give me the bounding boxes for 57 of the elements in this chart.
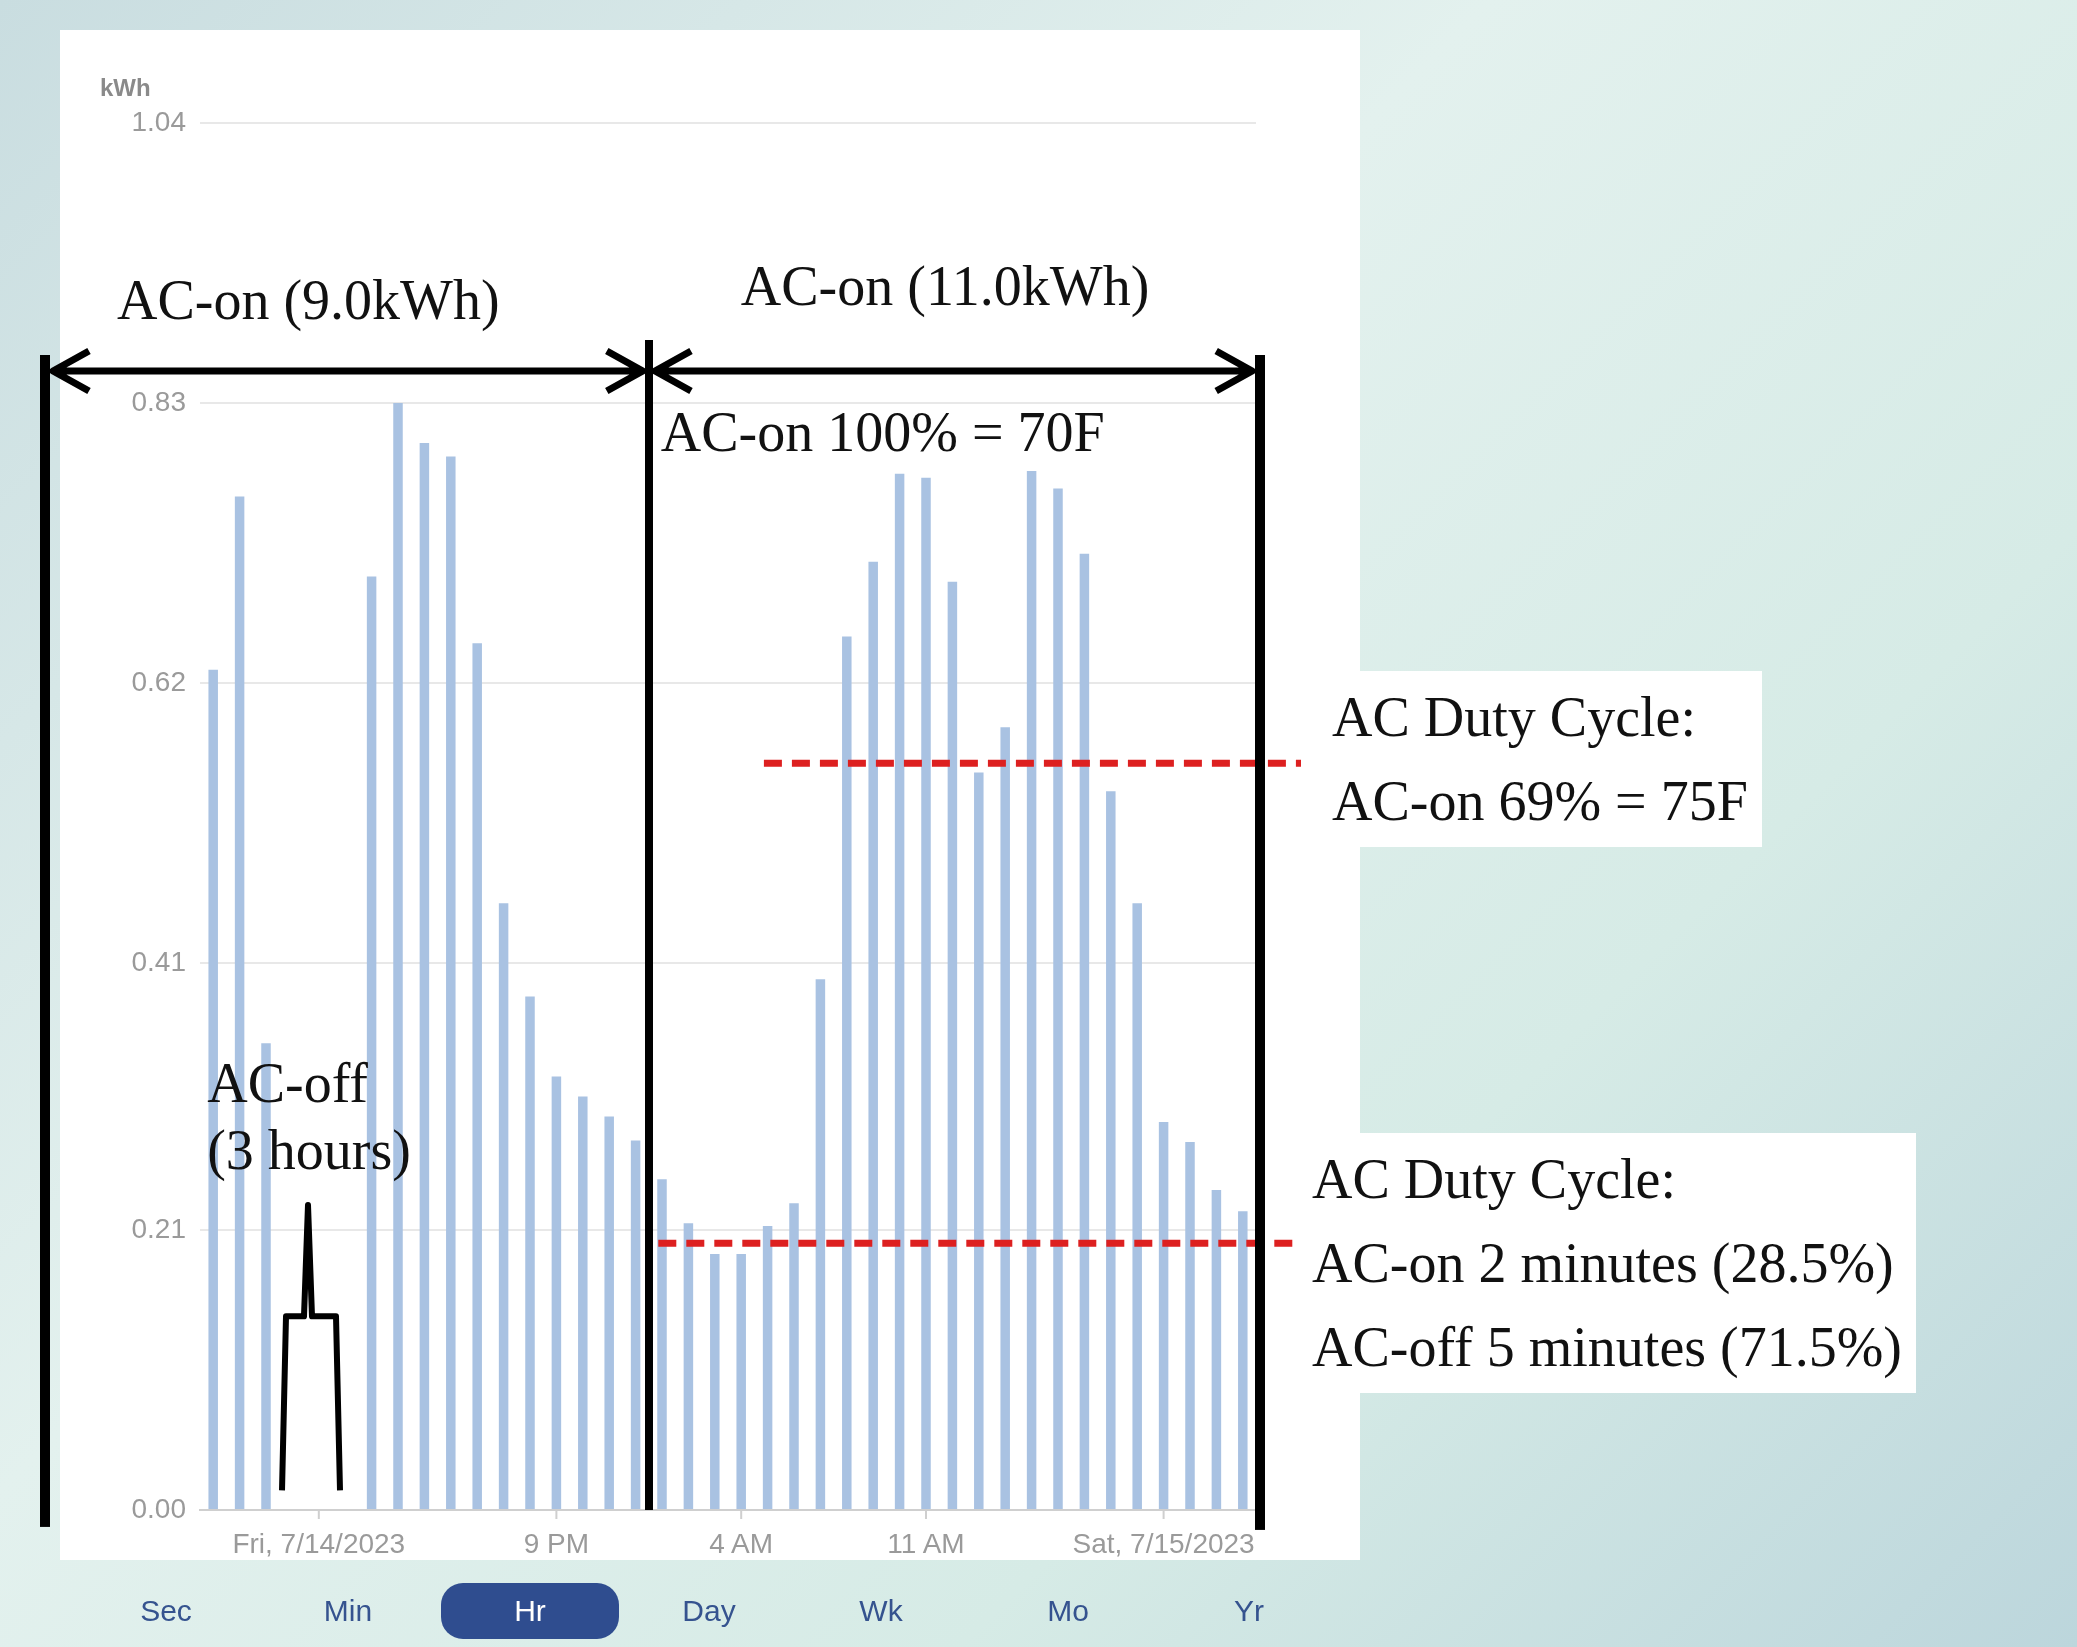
bar: [974, 772, 984, 1509]
annotation: AC-on (11.0kWh): [740, 254, 1150, 320]
y-tick-label: 0.00: [131, 1492, 186, 1524]
bar: [1185, 1141, 1195, 1509]
text: AC Duty Cycle: AC-on 69% = 75F: [1318, 671, 1762, 848]
bar: [1106, 791, 1116, 1509]
y-tick-label: 0.62: [131, 665, 186, 697]
y-tick-label: 0.21: [131, 1212, 186, 1244]
bar: [1026, 471, 1037, 1509]
bar: [789, 1203, 799, 1509]
x-tick-label: 4 AM: [709, 1527, 774, 1559]
bar: [947, 581, 958, 1509]
text: Wk: [858, 1593, 904, 1629]
bar: [1079, 553, 1090, 1509]
annotation: AC-on (9.0kWh): [117, 268, 500, 334]
bar: [1132, 903, 1142, 1509]
bar: [604, 1116, 614, 1509]
bar: [630, 1140, 641, 1509]
x-tick-label: Sat, 7/15/2023: [1072, 1527, 1255, 1559]
bar: [657, 1179, 667, 1509]
y-tick-label: 0.83: [131, 385, 186, 417]
y-tick-label: 1.04: [131, 105, 186, 137]
bar: [1053, 488, 1063, 1509]
y-tick-label: 0.41: [131, 945, 186, 977]
x-tick-label: 9 PM: [523, 1527, 590, 1559]
text: Day: [681, 1593, 737, 1629]
bar: [1000, 727, 1010, 1509]
bar: [419, 443, 430, 1509]
y-axis-title: kWh: [100, 73, 151, 101]
bar: [551, 1076, 562, 1509]
bar: [710, 1253, 720, 1509]
text: AC Duty Cycle: AC-on 2 minutes (28.5%) AC-off 5 minutes (71.5%): [1298, 1133, 1916, 1394]
text: Sec: [139, 1593, 193, 1629]
bar: [1238, 1211, 1248, 1509]
bar: [578, 1096, 588, 1509]
bar: [472, 643, 482, 1509]
bar: [815, 979, 826, 1509]
text: Mo: [1046, 1593, 1090, 1629]
bar: [762, 1225, 773, 1509]
x-tick-label: Fri, 7/14/2023: [232, 1527, 406, 1559]
bar: [736, 1253, 746, 1509]
annotation: AC-off (3 hours): [207, 1050, 411, 1184]
bar: [498, 903, 509, 1509]
bar: [1211, 1189, 1222, 1509]
annotation: AC-on 100% = 70F: [660, 400, 1105, 466]
x-tick-label: 11 AM: [887, 1527, 965, 1559]
bar: [446, 456, 456, 1509]
bar: [1158, 1121, 1169, 1509]
text: Min: [322, 1593, 374, 1629]
bar: [921, 477, 931, 1509]
bar: [842, 636, 852, 1509]
bar: [894, 473, 905, 1509]
bar: [868, 561, 878, 1509]
text: Hr: [441, 1583, 619, 1639]
bar: [683, 1223, 694, 1509]
text: Yr: [1233, 1593, 1265, 1629]
bar: [525, 996, 535, 1509]
